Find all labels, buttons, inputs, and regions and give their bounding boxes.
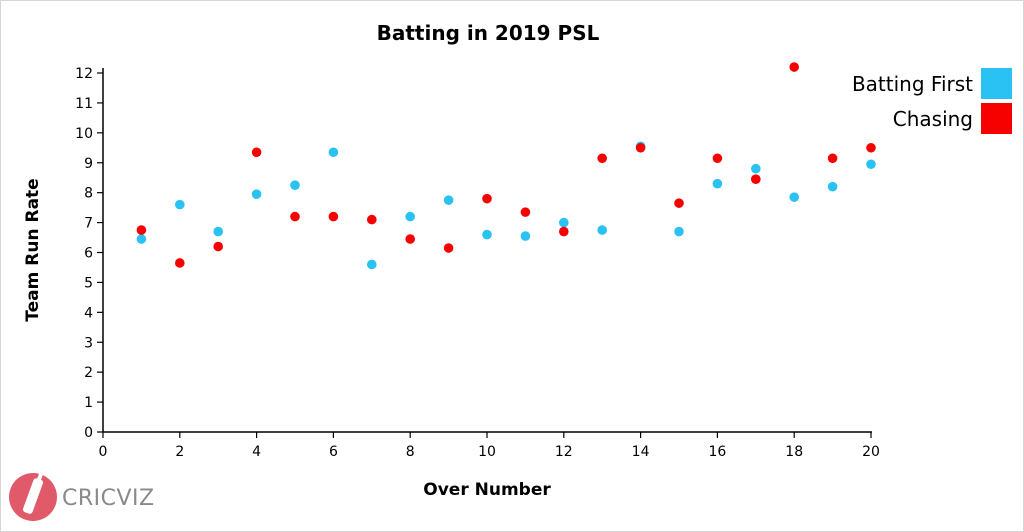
point-chasing: [674, 198, 684, 208]
x-tick-label: 16: [708, 444, 726, 460]
cricviz-logo: CRICVIZ: [9, 471, 155, 521]
point-batting-first: [290, 180, 300, 190]
y-axis-label: Team Run Rate: [23, 178, 43, 321]
point-batting-first: [866, 159, 876, 170]
legend-swatch-batting-first: [981, 68, 1012, 99]
point-chasing: [559, 226, 569, 237]
point-batting-first: [482, 229, 492, 240]
legend: Batting First Chasing: [852, 68, 1012, 134]
point-chasing: [827, 153, 838, 164]
x-axis-label: Over Number: [423, 480, 551, 500]
point-chasing: [751, 174, 761, 185]
data-points: [136, 62, 876, 270]
point-chasing: [866, 142, 876, 153]
point-batting-first: [328, 147, 339, 158]
point-chasing: [520, 207, 531, 217]
x-tick-label: 2: [175, 444, 184, 460]
y-tick-label: 11: [75, 96, 93, 112]
x-tick-label: 20: [862, 444, 880, 460]
point-batting-first: [520, 231, 531, 241]
chart-title: Batting in 2019 PSL: [377, 21, 600, 45]
point-chasing: [290, 211, 300, 222]
point-batting-first: [674, 226, 684, 237]
point-chasing: [482, 193, 492, 204]
y-tick-label: 8: [84, 186, 93, 202]
point-batting-first: [712, 178, 723, 189]
y-tick-label: 1: [84, 395, 93, 411]
x-tick-label: 8: [406, 444, 415, 460]
point-chasing: [328, 211, 339, 222]
point-chasing: [213, 241, 223, 252]
point-chasing: [367, 214, 377, 225]
point-chasing: [597, 153, 607, 164]
point-chasing: [712, 153, 723, 164]
y-tick-label: 4: [84, 305, 93, 321]
point-batting-first: [175, 199, 185, 210]
y-tick-label: 6: [84, 246, 93, 262]
point-batting-first: [405, 211, 416, 222]
x-axis-ticks: 0 2 4 6 8 10 12 14 16 18 20: [99, 432, 880, 460]
point-batting-first: [789, 192, 799, 202]
point-chasing: [251, 147, 262, 158]
point-chasing: [635, 142, 646, 153]
x-tick-label: 18: [785, 444, 803, 460]
point-batting-first: [251, 189, 262, 199]
point-batting-first: [136, 234, 147, 244]
cricket-bat-icon: [22, 471, 44, 514]
point-chasing: [136, 225, 147, 235]
point-chasing: [789, 62, 799, 72]
point-batting-first: [597, 225, 607, 235]
y-tick-label: 5: [84, 275, 93, 291]
point-chasing: [443, 243, 454, 253]
legend-label-chasing: Chasing: [893, 107, 973, 131]
x-tick-label: 4: [252, 444, 261, 460]
point-batting-first: [751, 163, 761, 174]
legend-swatch-chasing: [981, 103, 1012, 134]
point-batting-first: [443, 195, 454, 205]
y-tick-label: 7: [84, 216, 93, 232]
x-tick-label: 0: [99, 444, 108, 460]
y-tick-label: 12: [75, 66, 93, 82]
x-tick-label: 6: [329, 444, 338, 460]
logo-text: CRICVIZ: [62, 486, 155, 511]
y-tick-label: 10: [75, 126, 93, 142]
y-tick-label: 0: [84, 425, 93, 441]
y-tick-label: 2: [84, 365, 93, 381]
x-tick-label: 14: [632, 444, 650, 460]
legend-label-batting-first: Batting First: [852, 72, 973, 96]
x-tick-label: 10: [478, 444, 496, 460]
x-tick-label: 12: [555, 444, 573, 460]
point-batting-first: [213, 226, 223, 237]
y-tick-label: 3: [84, 335, 93, 351]
point-batting-first: [559, 217, 569, 228]
point-chasing: [175, 258, 185, 268]
point-batting-first: [827, 181, 838, 192]
point-batting-first: [367, 259, 377, 270]
y-tick-label: 9: [84, 156, 93, 172]
point-chasing: [405, 234, 416, 244]
